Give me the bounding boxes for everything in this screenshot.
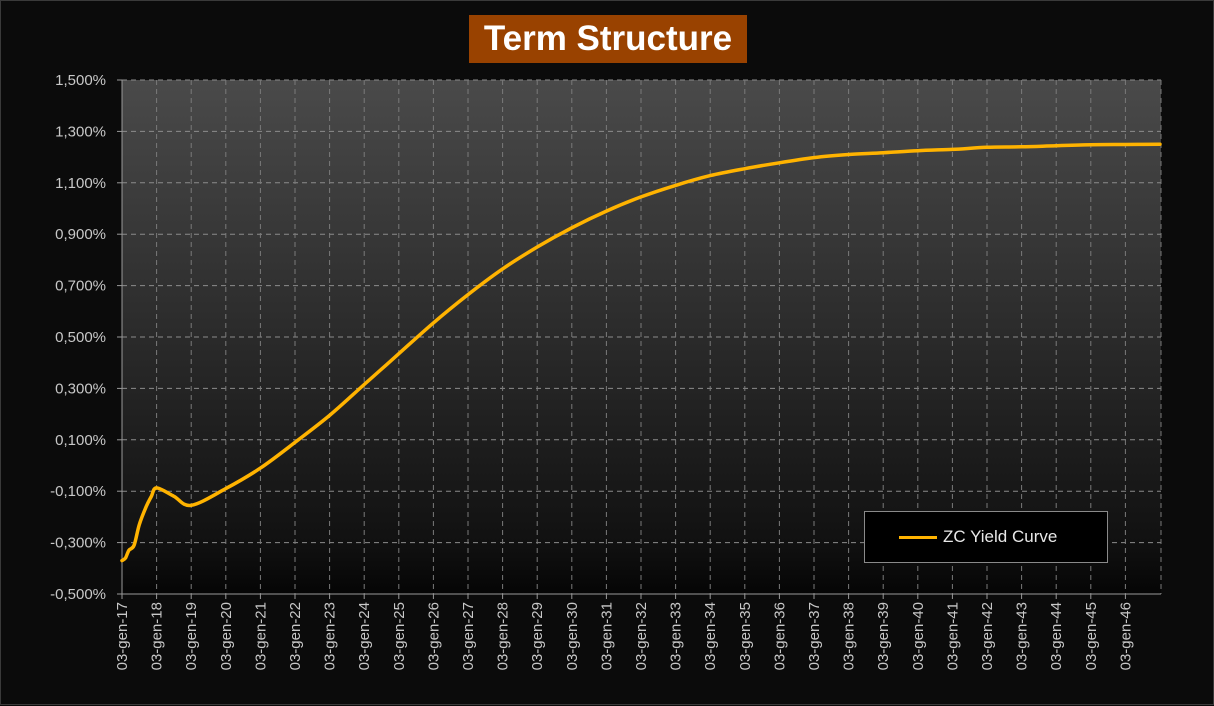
legend-label: ZC Yield Curve: [943, 527, 1058, 546]
y-tick-label: 1,500%: [55, 72, 106, 89]
x-tick-label: 03-gen-45: [1083, 602, 1100, 670]
x-tick-label: 03-gen-22: [287, 602, 304, 670]
y-tick-label: 0,700%: [55, 278, 106, 295]
y-tick-label: -0,500%: [50, 586, 106, 603]
x-tick-label: 03-gen-31: [598, 602, 615, 670]
y-tick-label: 0,900%: [55, 226, 106, 243]
x-tick-label: 03-gen-24: [356, 602, 373, 670]
y-tick-label: 1,300%: [55, 123, 106, 140]
x-tick-label: 03-gen-19: [183, 602, 200, 670]
legend: ZC Yield Curve: [864, 511, 1108, 563]
x-tick-label: 03-gen-27: [460, 602, 477, 670]
series-layer: [120, 142, 1162, 563]
x-tick-label: 03-gen-43: [1014, 602, 1031, 670]
x-tick-label: 03-gen-38: [841, 602, 858, 670]
x-tick-label: 03-gen-26: [425, 602, 442, 670]
y-tick-label: 0,300%: [55, 380, 106, 397]
y-tick-label: -0,100%: [50, 483, 106, 500]
x-tick-label: 03-gen-17: [114, 602, 131, 670]
x-tick-label: 03-gen-20: [218, 602, 235, 670]
x-tick-label: 03-gen-33: [668, 602, 685, 670]
x-tick-label: 03-gen-21: [252, 602, 269, 670]
chart-title-box: Term Structure: [469, 15, 747, 63]
y-tick-label: 0,100%: [55, 432, 106, 449]
x-tick-label: 03-gen-28: [495, 602, 512, 670]
x-tick-label: 03-gen-46: [1117, 602, 1134, 670]
grid-lines: [122, 79, 1162, 594]
y-tick-label: -0,300%: [50, 535, 106, 552]
y-tick-label: 0,500%: [55, 329, 106, 346]
x-tick-label: 03-gen-30: [564, 602, 581, 670]
x-tick-label: 03-gen-29: [529, 602, 546, 670]
x-axis-tick-labels: 03-gen-17 03-gen-18 03-gen-19 03-gen-20 03-g…: [114, 602, 1134, 670]
x-tick-label: 03-gen-41: [944, 602, 961, 670]
x-tick-label: 03-gen-44: [1048, 602, 1065, 670]
x-tick-label: 03-gen-32: [633, 602, 650, 670]
y-tick-label: 1,100%: [55, 175, 106, 192]
chart-title: Term Structure: [483, 19, 733, 58]
axes: [117, 79, 1161, 599]
legend-swatch: [899, 535, 937, 539]
x-tick-label: 03-gen-23: [322, 602, 339, 670]
x-tick-label: 03-gen-39: [875, 602, 892, 670]
x-tick-label: 03-gen-25: [391, 602, 408, 670]
x-tick-label: 03-gen-18: [149, 602, 166, 670]
x-tick-label: 03-gen-37: [806, 602, 823, 670]
x-tick-label: 03-gen-35: [737, 602, 754, 670]
x-tick-label: 03-gen-36: [771, 602, 788, 670]
x-tick-label: 03-gen-40: [910, 602, 927, 670]
x-tick-label: 03-gen-42: [979, 602, 996, 670]
x-tick-label: 03-gen-34: [702, 602, 719, 670]
y-axis-tick-labels: -0,500% -0,300% -0,100% 0,100% 0,300% 0,500% 0…: [50, 72, 106, 603]
series-line-zc-yield-curve: [120, 142, 1162, 563]
